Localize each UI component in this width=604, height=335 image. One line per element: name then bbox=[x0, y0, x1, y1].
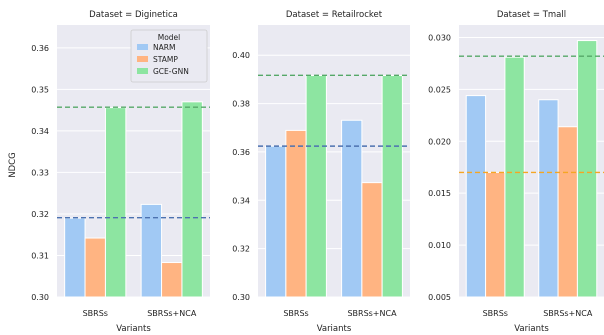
bar-narm-sbrss bbox=[64, 217, 86, 298]
legend: Model NARM STAMP GCE-GNN bbox=[130, 29, 208, 83]
x-axis-label: Variants bbox=[514, 324, 549, 331]
x-tick-label: SBRSs+NCA bbox=[543, 309, 593, 318]
panel-title: Dataset = Retailrocket bbox=[286, 10, 383, 20]
y-tick-label: 0.32 bbox=[232, 245, 250, 254]
bar-gce-gnn-sbrss-nca bbox=[181, 101, 203, 298]
bar-stamp-sbrss bbox=[485, 171, 506, 298]
x-tick-label: SBRSs+NCA bbox=[147, 309, 197, 318]
bar-narm-sbrss bbox=[265, 145, 287, 298]
bar-gce-gnn-sbrss-nca bbox=[381, 75, 403, 298]
legend-title: Model bbox=[158, 33, 181, 42]
x-tick-label: SBRSs bbox=[83, 309, 108, 318]
panel-title: Dataset = Diginetica bbox=[89, 10, 178, 20]
legend-swatch-gce-gnn bbox=[137, 68, 148, 74]
bar-narm-sbrss-nca bbox=[140, 203, 163, 298]
bar-gce-gnn-sbrss bbox=[104, 107, 127, 298]
y-tick-label: 0.34 bbox=[232, 196, 250, 205]
y-tick-label: 0.40 bbox=[232, 51, 250, 60]
y-tick-label: 0.30 bbox=[31, 293, 49, 302]
panel-retailrocket: 0.30 0.32 0.34 0.36 0.38 0.40 SBRSs SBRSs+NCA Da… bbox=[232, 10, 410, 334]
bar-stamp-sbrss bbox=[285, 129, 307, 298]
legend-label-stamp: STAMP bbox=[153, 55, 178, 64]
y-axis-label: NDCG bbox=[8, 152, 18, 177]
bar-narm-sbrss bbox=[465, 95, 487, 298]
y-tick-label: 0.030 bbox=[428, 33, 451, 42]
y-tick-label: 0.36 bbox=[31, 44, 49, 53]
facet-panels: 0.30 0.31 0.32 0.33 0.34 0.35 0.36 SBRSs SBRSs+N… bbox=[31, 10, 604, 334]
y-tick-label: 0.33 bbox=[31, 168, 49, 177]
y-tick-label: 0.015 bbox=[428, 189, 451, 198]
legend-label-narm: NARM bbox=[153, 43, 175, 52]
y-tick-label: 0.35 bbox=[31, 85, 49, 94]
x-axis-label: Variants bbox=[116, 324, 151, 331]
x-tick-label: SBRSs bbox=[283, 309, 308, 318]
y-tick-label: 0.30 bbox=[232, 293, 250, 302]
bar-gce-gnn-sbrss-nca bbox=[576, 40, 598, 298]
legend-swatch-stamp bbox=[137, 56, 148, 62]
bar-gce-gnn-sbrss bbox=[504, 56, 525, 298]
y-tick-label: 0.005 bbox=[428, 293, 451, 302]
bar-stamp-sbrss bbox=[84, 237, 106, 298]
y-tick-label: 0.010 bbox=[428, 241, 451, 250]
bar-gce-gnn-sbrss bbox=[305, 75, 327, 298]
y-tick-label: 0.34 bbox=[31, 127, 49, 136]
x-tick-label: SBRSs+NCA bbox=[347, 309, 397, 318]
bar-stamp-sbrss-nca bbox=[161, 262, 183, 298]
panel-tmall: 0.005 0.010 0.015 0.020 0.025 0.030 SBRSs SBRSs… bbox=[428, 10, 604, 334]
x-tick-label: SBRSs bbox=[483, 309, 508, 318]
bar-narm-sbrss-nca bbox=[538, 99, 559, 298]
y-tick-label: 0.32 bbox=[31, 210, 49, 219]
y-tick-label: 0.31 bbox=[31, 251, 49, 260]
y-tick-label: 0.36 bbox=[232, 148, 250, 157]
y-tick-label: 0.38 bbox=[232, 100, 250, 109]
panel-title: Dataset = Tmall bbox=[497, 10, 566, 20]
legend-box bbox=[130, 29, 208, 83]
y-tick-label: 0.025 bbox=[428, 85, 451, 94]
legend-swatch-narm bbox=[137, 44, 148, 50]
bar-stamp-sbrss-nca bbox=[361, 182, 383, 298]
bar-stamp-sbrss-nca bbox=[557, 126, 578, 298]
x-axis-label: Variants bbox=[317, 324, 352, 331]
legend-label-gce-gnn: GCE-GNN bbox=[153, 67, 189, 76]
y-tick-label: 0.020 bbox=[428, 137, 451, 146]
